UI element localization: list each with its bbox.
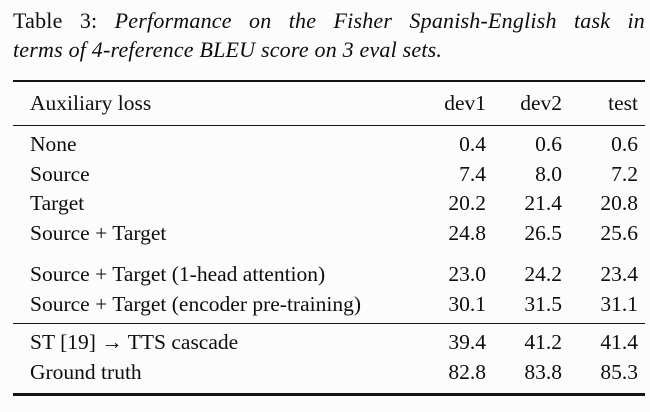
table-row: Source + Target 24.8 26.5 25.6 <box>13 219 645 249</box>
row-label: Source + Target (encoder pre-training) <box>30 291 361 316</box>
row-label: Target <box>30 191 85 216</box>
table-caption-number: Table 3: <box>13 8 98 33</box>
table-row: Source + Target (encoder pre-training) 3… <box>13 290 645 320</box>
cell-dev2: 83.8 <box>524 359 562 384</box>
cell-dev2: 24.2 <box>524 262 562 287</box>
table-row: Source + Target (1-head attention) 23.0 … <box>13 260 645 290</box>
table-caption-line2: terms of 4-reference BLEU score on 3 eva… <box>13 37 443 62</box>
cell-test: 31.1 <box>600 291 638 316</box>
cell-dev1: 20.2 <box>448 191 486 216</box>
cell-test: 25.6 <box>600 220 638 245</box>
paper-page: Table 3: Performance on the Fisher Spani… <box>0 6 650 412</box>
row-label: None <box>30 132 77 157</box>
column-header-dev1: dev1 <box>444 91 486 115</box>
cell-dev1: 39.4 <box>448 330 486 355</box>
column-header-auxiliary-loss: Auxiliary loss <box>30 91 152 115</box>
cell-dev2: 21.4 <box>524 191 562 216</box>
row-label: Source + Target (1-head attention) <box>30 262 326 287</box>
table-caption-text: Performance on the Fisher Spanish-Englis… <box>114 8 646 33</box>
cell-dev1: 0.4 <box>459 132 486 157</box>
cell-dev1: 7.4 <box>459 161 486 186</box>
table-group-variants: Source + Target (1-head attention) 23.0 … <box>13 252 645 324</box>
results-table: Auxiliary loss dev1 dev2 test None 0.4 0… <box>13 80 645 396</box>
cell-dev1: 30.1 <box>448 291 486 316</box>
table-row: Source 7.4 8.0 7.2 <box>13 160 645 190</box>
cell-test: 85.3 <box>600 359 638 384</box>
table-caption: Table 3: Performance on the Fisher Spani… <box>13 6 645 64</box>
table-row: None 0.4 0.6 0.6 <box>13 130 645 160</box>
table-row: Ground truth 82.8 83.8 85.3 <box>13 358 645 388</box>
cell-dev2: 41.2 <box>524 330 562 355</box>
table-row: ST [19] → TTS cascade 39.4 41.2 41.4 <box>13 328 645 358</box>
table-row: Target 20.2 21.4 20.8 <box>13 189 645 219</box>
row-label: Source + Target <box>30 220 167 245</box>
cell-test: 20.8 <box>600 191 638 216</box>
cell-dev2: 0.6 <box>535 132 562 157</box>
table-header-row: Auxiliary loss dev1 dev2 test <box>13 82 645 126</box>
row-label: Ground truth <box>30 359 142 384</box>
cell-dev1: 82.8 <box>448 359 486 384</box>
table-group-single-losses: None 0.4 0.6 0.6 Source 7.4 8.0 7.2 Targ… <box>13 126 645 252</box>
cell-dev2: 31.5 <box>524 291 562 316</box>
row-label: ST [19] → TTS cascade <box>30 330 239 355</box>
column-header-dev2: dev2 <box>520 91 562 115</box>
cell-dev1: 23.0 <box>448 262 486 287</box>
cell-test: 7.2 <box>611 161 638 186</box>
table-caption-line1: Table 3: Performance on the Fisher Spani… <box>13 6 645 35</box>
cell-dev2: 26.5 <box>524 220 562 245</box>
cell-test: 41.4 <box>600 330 638 355</box>
cell-dev1: 24.8 <box>448 220 486 245</box>
cell-test: 23.4 <box>600 262 638 287</box>
row-label: Source <box>30 161 90 186</box>
cell-dev2: 8.0 <box>535 161 562 186</box>
table-group-baselines: ST [19] → TTS cascade 39.4 41.2 41.4 Gro… <box>13 324 645 393</box>
cell-test: 0.6 <box>611 132 638 157</box>
column-header-test: test <box>608 91 638 115</box>
